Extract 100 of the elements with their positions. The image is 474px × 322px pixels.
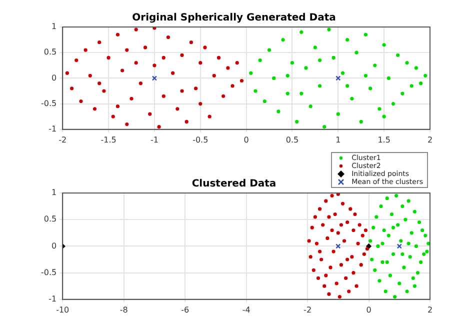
point [290,61,294,65]
y-tick-label: 1 [52,22,57,32]
point [386,234,390,238]
point [372,226,376,230]
point [116,104,120,108]
point [388,274,392,278]
point [346,258,350,262]
point [391,102,396,106]
point [406,199,410,203]
point [384,290,388,294]
point [396,244,402,249]
point [402,266,406,270]
point [189,40,193,44]
point [176,107,180,111]
point [338,294,342,299]
point [313,46,317,50]
point [346,220,350,224]
y-tick-label: 0.5 [44,48,57,57]
x-tick-label: -1 [150,135,158,144]
point [386,76,390,80]
y-tick-label: 1 [52,188,57,198]
point [318,84,322,88]
point [412,284,416,288]
point [235,61,239,65]
point [333,212,337,216]
point [365,247,370,251]
point [307,239,311,243]
point [364,228,368,232]
chart-title: Original Spherically Generated Data [132,12,336,24]
point [380,260,384,264]
point [424,234,428,238]
point [358,223,362,227]
point [152,76,158,81]
point [425,250,429,254]
point [336,193,340,196]
point [412,210,416,214]
point [336,76,341,81]
point [157,125,161,129]
point [216,56,221,60]
point [314,242,319,246]
point [359,120,363,124]
point [380,242,384,246]
x-tick-label: 2 [427,305,433,314]
point [342,239,346,243]
point [340,202,345,206]
point [346,38,350,42]
point [222,94,226,98]
point [378,107,382,111]
point [254,89,258,93]
point [422,252,426,256]
point [382,114,386,118]
point [249,71,253,75]
point [310,226,314,230]
x-tick-label: -4 [242,305,250,314]
point [334,282,338,286]
point [318,58,322,62]
point [166,35,170,40]
point [356,242,360,246]
point [336,112,340,116]
point [230,84,234,88]
x-tick-label: 1.5 [378,135,390,144]
point [313,215,317,219]
point [98,82,102,86]
point [360,234,364,238]
point [116,32,120,36]
point [267,48,272,52]
point [272,76,276,80]
point [364,32,368,36]
x-tick-label: -2 [304,305,312,314]
point [320,258,324,262]
point [184,120,188,124]
point [396,223,400,227]
point [419,260,423,264]
point [336,231,340,235]
point [405,290,409,294]
point [240,78,244,83]
point [394,194,398,198]
point [321,223,325,227]
point [339,223,344,227]
point [348,207,352,211]
point [322,125,326,129]
point [208,114,212,118]
point [88,74,92,78]
point [327,28,331,32]
point [373,64,377,68]
point [353,212,357,216]
point [276,110,280,114]
x-tick-label: 1 [336,135,341,144]
point [336,244,341,249]
x-tick-label: 0.5 [286,135,299,144]
x-tick-label: 2 [427,135,433,144]
point [330,228,334,232]
point [400,252,404,256]
point [318,207,322,211]
point [390,212,394,216]
point [419,82,423,86]
x-tick-label: -1.5 [100,135,116,144]
point [134,28,138,32]
point [171,71,175,75]
x-tick-label: -2 [58,135,67,144]
